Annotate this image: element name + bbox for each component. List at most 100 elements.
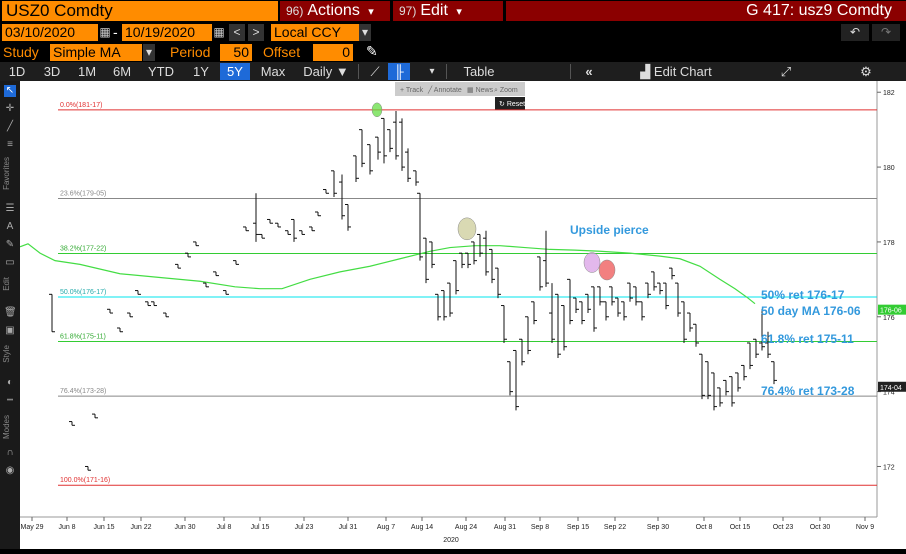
x-tick-label: Oct 23 [773, 524, 794, 531]
period-button-max[interactable]: Max [260, 64, 286, 79]
crosshair-icon[interactable]: ✛ [5, 103, 15, 114]
ohlc-bar [393, 110, 399, 160]
ohlc-bar [567, 278, 573, 325]
edit-menu-button[interactable]: 97) Edit ▾ [393, 1, 503, 21]
grid-layer [20, 81, 906, 549]
ohlc-bar [423, 237, 429, 284]
line-chart-icon[interactable]: ⟋ [370, 64, 380, 79]
x-tick-label: Jul 8 [217, 524, 232, 531]
ohlc-bar [387, 129, 393, 153]
chart-annotation: Upside pierce [570, 223, 649, 237]
ruler-icon[interactable]: ▭ [5, 257, 15, 268]
ohlc-bar [49, 293, 55, 333]
actions-label: Actions [307, 2, 360, 19]
expand-icon[interactable]: ⤢ [780, 64, 792, 79]
trash-icon[interactable]: 🗑 [4, 307, 17, 318]
track-button[interactable]: + Track [400, 87, 424, 94]
ticker-field[interactable]: USZ0 Comdty [2, 1, 278, 21]
ohlc-bar [723, 379, 729, 396]
period-button-ytd[interactable]: YTD [148, 64, 174, 79]
period-button-6m[interactable]: 6M [112, 64, 132, 79]
calendar-icon[interactable]: ▦ [99, 24, 111, 41]
ohlc-bar [145, 301, 151, 307]
period-field[interactable]: 50 [220, 44, 252, 61]
ohlc-bar [519, 338, 525, 366]
actions-shortcut: 96) [286, 4, 304, 18]
ohlc-bar [543, 230, 549, 287]
reset-button-bg[interactable] [495, 97, 525, 110]
frequency-dropdown[interactable]: Daily ▼ [296, 63, 356, 80]
chevron-down-icon[interactable]: ▾ [429, 66, 435, 77]
x-tick-label: Jun 15 [93, 524, 114, 531]
redo-button[interactable]: ↷ [872, 24, 900, 41]
ohlc-bar [175, 263, 181, 269]
text-icon[interactable]: A [6, 221, 14, 232]
price-tag [878, 304, 906, 315]
lock-icon[interactable]: ▣ [5, 325, 15, 336]
ohlc-bar [92, 413, 98, 419]
eye-icon[interactable]: ◉ [5, 465, 15, 476]
annotate-button[interactable]: ╱ Annotate [427, 85, 462, 94]
chevron-down-icon[interactable]: ▾ [143, 44, 155, 61]
table-button[interactable]: Table [463, 64, 495, 79]
news-button[interactable]: ▦ News [467, 87, 494, 94]
start-date-field[interactable]: 03/10/2020 [2, 24, 98, 41]
price-chart[interactable]: + Track ╱ Annotate ▦ News ⌕ Zoom ↻ Reset… [19, 81, 906, 549]
chart-area[interactable]: + Track ╱ Annotate ▦ News ⌕ Zoom ↻ Reset… [19, 81, 906, 549]
ohlc-bar [213, 271, 219, 277]
ohlc-bar [501, 305, 507, 343]
cursor-icon[interactable]: ↖ [4, 85, 16, 97]
chart-icon: ▟ [640, 64, 651, 79]
zoom-button[interactable]: ⌕ Zoom [494, 87, 518, 94]
divider [446, 64, 447, 79]
edit-chart-button[interactable]: ▟ Edit Chart [630, 63, 722, 80]
pencil-icon[interactable]: ✎ [366, 43, 378, 59]
next-period-button[interactable]: > [248, 24, 264, 41]
fib-icon[interactable]: ☰ [5, 203, 15, 214]
year-label: 2020 [443, 537, 459, 544]
highlight-marker [457, 217, 477, 241]
line-style-icon[interactable]: ┅ [6, 395, 14, 406]
chevron-down-icon: ▾ [368, 6, 374, 18]
channel-icon[interactable]: ≡ [7, 139, 13, 150]
ohlc-bar [687, 312, 693, 332]
color-icon[interactable]: ◐ [6, 377, 14, 388]
actions-menu-button[interactable]: 96) Actions ▾ [280, 1, 390, 21]
reset-button[interactable]: ↻ Reset [499, 101, 525, 108]
ohlc-bar [453, 260, 459, 295]
period-button-1d[interactable]: 1D [8, 64, 26, 79]
y-tick-label: 182 [883, 90, 895, 97]
x-tick-label: Aug 7 [377, 524, 395, 531]
calendar-icon[interactable]: ▦ [213, 24, 225, 41]
study-bar: Study Simple MA ▾ Period 50 Offset 0 ✎ [0, 43, 906, 62]
sidebar-edit-label: Edit [2, 277, 11, 291]
pencil-icon[interactable]: ✎ [5, 239, 15, 250]
period-button-5y[interactable]: 5Y [220, 63, 250, 80]
chevron-down-icon[interactable]: ▾ [359, 24, 371, 41]
ohlc-bar [459, 252, 465, 269]
divider [358, 64, 359, 79]
magnet-icon[interactable]: ∩ [6, 447, 14, 458]
period-button-1m[interactable]: 1M [77, 64, 97, 79]
offset-field[interactable]: 0 [313, 44, 353, 61]
study-dropdown[interactable]: Simple MA [50, 44, 142, 61]
trendline-icon[interactable]: ╱ [6, 121, 14, 132]
ohlc-bar [417, 192, 423, 261]
mini-toolbar-bg [395, 82, 525, 96]
x-tick-label: Jun 8 [58, 524, 75, 531]
undo-button[interactable]: ↶ [841, 24, 869, 41]
period-button-3d[interactable]: 3D [43, 64, 61, 79]
bar-chart-icon[interactable]: ╟ [388, 63, 410, 80]
ohlc-bar [259, 233, 265, 239]
currency-dropdown[interactable]: Local CCY [271, 24, 359, 41]
x-tick-label: Jul 15 [251, 524, 270, 531]
prev-period-button[interactable]: < [229, 24, 245, 41]
period-button-1y[interactable]: 1Y [193, 64, 209, 79]
ohlc-bar [267, 218, 273, 224]
ohlc-bar [405, 148, 411, 183]
ohlc-bar [621, 301, 627, 321]
gear-icon[interactable]: ⚙ [860, 64, 872, 79]
end-date-field[interactable]: 10/19/2020 [122, 24, 212, 41]
collapse-icon[interactable]: « [585, 64, 593, 79]
ohlc-bar [609, 286, 615, 306]
